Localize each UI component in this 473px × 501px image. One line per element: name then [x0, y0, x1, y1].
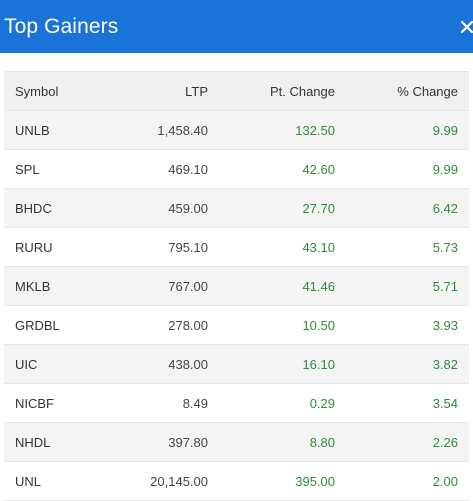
table-header-row: Symbol LTP Pt. Change % Change — [4, 71, 469, 111]
cell-pct-change: 2.00 — [432, 473, 458, 489]
cell-ltp: 795.10 — [168, 239, 208, 255]
cell-ltp: 1,458.40 — [157, 122, 208, 138]
close-icon[interactable] — [457, 0, 473, 53]
cell-pt-change: 10.50 — [302, 317, 335, 333]
cell-ltp: 20,145.00 — [150, 473, 208, 489]
cell-pct-change: 3.82 — [432, 356, 458, 372]
cell-symbol[interactable]: BHDC — [15, 200, 52, 216]
top-gainers-table: Symbol LTP Pt. Change % Change UNLB 1,458… — [4, 71, 469, 501]
cell-symbol[interactable]: UNLB — [15, 122, 50, 138]
cell-pct-change: 9.99 — [432, 161, 458, 177]
table-row[interactable]: UIC 438.00 16.10 3.82 — [4, 344, 469, 384]
table-row[interactable]: NHDL 397.80 8.80 2.26 — [4, 422, 469, 462]
cell-pct-change: 3.93 — [432, 317, 458, 333]
gainers-table-container: Symbol LTP Pt. Change % Change UNLB 1,458… — [4, 71, 469, 501]
cell-pct-change: 5.73 — [432, 239, 458, 255]
cell-pt-change: 0.29 — [309, 395, 335, 411]
cell-symbol[interactable]: NICBF — [15, 395, 54, 411]
cell-pt-change: 42.60 — [302, 161, 335, 177]
cell-symbol[interactable]: MKLB — [15, 278, 51, 294]
cell-symbol[interactable]: GRDBL — [15, 317, 60, 333]
modal-header: Top Gainers — [0, 0, 473, 53]
cell-ltp: 438.00 — [168, 356, 208, 372]
column-header-ltp[interactable]: LTP — [114, 71, 208, 111]
cell-ltp: 767.00 — [168, 278, 208, 294]
cell-ltp: 278.00 — [168, 317, 208, 333]
column-header-pct-change[interactable]: % Change — [336, 71, 469, 111]
table-row[interactable]: NICBF 8.49 0.29 3.54 — [4, 383, 469, 423]
cell-symbol[interactable]: UNL — [15, 473, 42, 489]
cell-pt-change: 27.70 — [302, 200, 335, 216]
table-row[interactable]: MKLB 767.00 41.46 5.71 — [4, 266, 469, 306]
table-row[interactable]: RURU 795.10 43.10 5.73 — [4, 227, 469, 267]
cell-pt-change: 41.46 — [302, 278, 335, 294]
table-row[interactable]: UNLB 1,458.40 132.50 9.99 — [4, 110, 469, 150]
table-row[interactable]: UNL 20,145.00 395.00 2.00 — [4, 461, 469, 501]
modal-title: Top Gainers — [4, 14, 119, 38]
cell-ltp: 459.00 — [168, 200, 208, 216]
cell-ltp: 397.80 — [168, 434, 208, 450]
cell-pct-change: 2.26 — [432, 434, 458, 450]
cell-symbol[interactable]: UIC — [15, 356, 38, 372]
cell-ltp: 8.49 — [182, 395, 208, 411]
column-header-symbol[interactable]: Symbol — [4, 71, 114, 111]
cell-pt-change: 16.10 — [302, 356, 335, 372]
cell-symbol[interactable]: SPL — [15, 161, 40, 177]
cell-symbol[interactable]: NHDL — [15, 434, 51, 450]
cell-pct-change: 6.42 — [432, 200, 458, 216]
cell-pt-change: 395.00 — [295, 473, 335, 489]
cell-pct-change: 3.54 — [432, 395, 458, 411]
cell-pt-change: 8.80 — [309, 434, 335, 450]
cell-ltp: 469.10 — [168, 161, 208, 177]
cell-pt-change: 43.10 — [302, 239, 335, 255]
column-header-pt-change[interactable]: Pt. Change — [208, 71, 336, 111]
cell-symbol[interactable]: RURU — [15, 239, 53, 255]
cell-pct-change: 5.71 — [432, 278, 458, 294]
table-row[interactable]: BHDC 459.00 27.70 6.42 — [4, 188, 469, 228]
cell-pt-change: 132.50 — [295, 122, 335, 138]
table-row[interactable]: SPL 469.10 42.60 9.99 — [4, 149, 469, 189]
table-body: UNLB 1,458.40 132.50 9.99 SPL 469.10 42.60 9.99… — [4, 110, 469, 501]
cell-pct-change: 9.99 — [432, 122, 458, 138]
table-row[interactable]: GRDBL 278.00 10.50 3.93 — [4, 305, 469, 345]
